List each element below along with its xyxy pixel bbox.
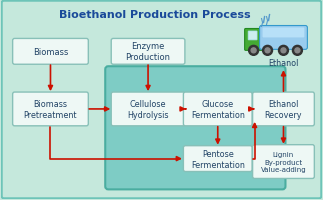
FancyBboxPatch shape <box>253 93 314 126</box>
Circle shape <box>263 46 273 56</box>
FancyBboxPatch shape <box>111 93 185 126</box>
Circle shape <box>249 46 259 56</box>
Circle shape <box>281 49 286 54</box>
Text: Cellulose
Hydrolysis: Cellulose Hydrolysis <box>127 99 169 119</box>
Text: Ethanol
Recovery: Ethanol Recovery <box>265 99 302 119</box>
FancyBboxPatch shape <box>253 145 314 179</box>
Circle shape <box>292 46 302 56</box>
Text: Biomass: Biomass <box>33 48 68 57</box>
Circle shape <box>251 49 256 54</box>
Circle shape <box>265 49 270 54</box>
FancyBboxPatch shape <box>2 2 321 198</box>
Circle shape <box>278 46 288 56</box>
Text: Biomass
Pretreatment: Biomass Pretreatment <box>24 99 77 119</box>
FancyBboxPatch shape <box>105 67 286 189</box>
Text: Lignin
By-product
Value-adding: Lignin By-product Value-adding <box>261 151 306 172</box>
FancyBboxPatch shape <box>248 32 257 41</box>
Text: Bioethanol Production Process: Bioethanol Production Process <box>59 10 251 20</box>
FancyBboxPatch shape <box>183 93 252 126</box>
Text: Ethanol: Ethanol <box>268 58 299 67</box>
FancyBboxPatch shape <box>260 26 307 50</box>
Text: Glucose
Fermentation: Glucose Fermentation <box>191 99 245 119</box>
Text: Pentose
Fermentation: Pentose Fermentation <box>191 149 245 169</box>
FancyBboxPatch shape <box>13 93 88 126</box>
FancyBboxPatch shape <box>183 146 252 172</box>
FancyBboxPatch shape <box>13 39 88 65</box>
Circle shape <box>295 49 300 54</box>
FancyBboxPatch shape <box>245 29 265 51</box>
FancyBboxPatch shape <box>263 28 304 38</box>
FancyBboxPatch shape <box>111 39 185 65</box>
Text: Enzyme
Production: Enzyme Production <box>126 42 171 62</box>
